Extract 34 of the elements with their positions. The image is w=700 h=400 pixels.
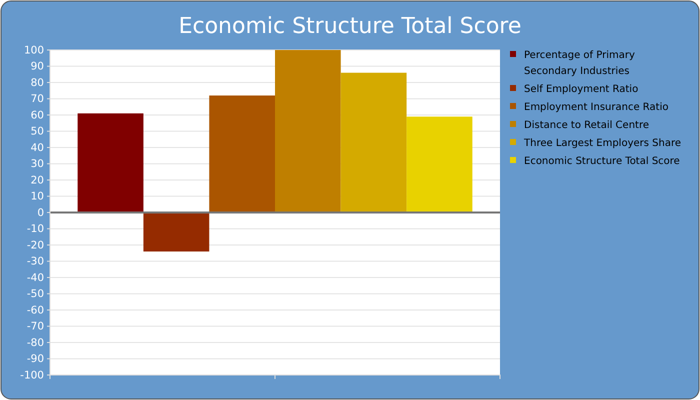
chart-title: Economic Structure Total Score	[178, 14, 522, 39]
bar	[78, 113, 144, 212]
y-tick-label: 50	[30, 126, 44, 138]
y-tick-label: -90	[26, 353, 44, 366]
legend-label: Percentage of Primary Secondary Industries	[524, 50, 635, 77]
y-tick-label: 20	[30, 174, 44, 186]
y-tick-label: 60	[30, 109, 44, 122]
bar	[340, 72, 407, 212]
y-tick-label: 10	[30, 190, 44, 203]
y-tick-label: -40	[26, 272, 44, 284]
y-tick-label: -20	[26, 239, 44, 252]
legend-label: Economic Structure Total Score	[524, 156, 680, 167]
y-tick-label: -80	[26, 336, 44, 349]
y-tick-label: 0	[37, 206, 44, 219]
y-tick-label: -30	[26, 256, 44, 268]
legend-label: Self Employment Ratio	[524, 84, 638, 95]
legend-label: Distance to Retail Centre	[524, 120, 649, 131]
y-tick-label: 90	[30, 60, 44, 73]
y-tick-label: -60	[26, 304, 44, 316]
bar	[275, 50, 341, 212]
y-tick-label: -10	[26, 223, 44, 236]
y-tick-label: -50	[26, 288, 44, 300]
bar	[143, 212, 210, 252]
bar	[209, 96, 275, 212]
legend-label: Three Largest Employers Share	[523, 138, 681, 149]
y-tick-label: -70	[26, 320, 44, 333]
y-tick-label: -100	[20, 369, 44, 382]
y-tick-label: 70	[30, 93, 44, 106]
y-tick-label: 40	[30, 142, 44, 154]
y-tick-label: 80	[30, 76, 44, 89]
legend-label: Employment Insurance Ratio	[524, 102, 668, 113]
y-tick-label: 100	[24, 44, 44, 56]
y-tick-label: 30	[30, 158, 44, 170]
bar	[406, 116, 472, 212]
